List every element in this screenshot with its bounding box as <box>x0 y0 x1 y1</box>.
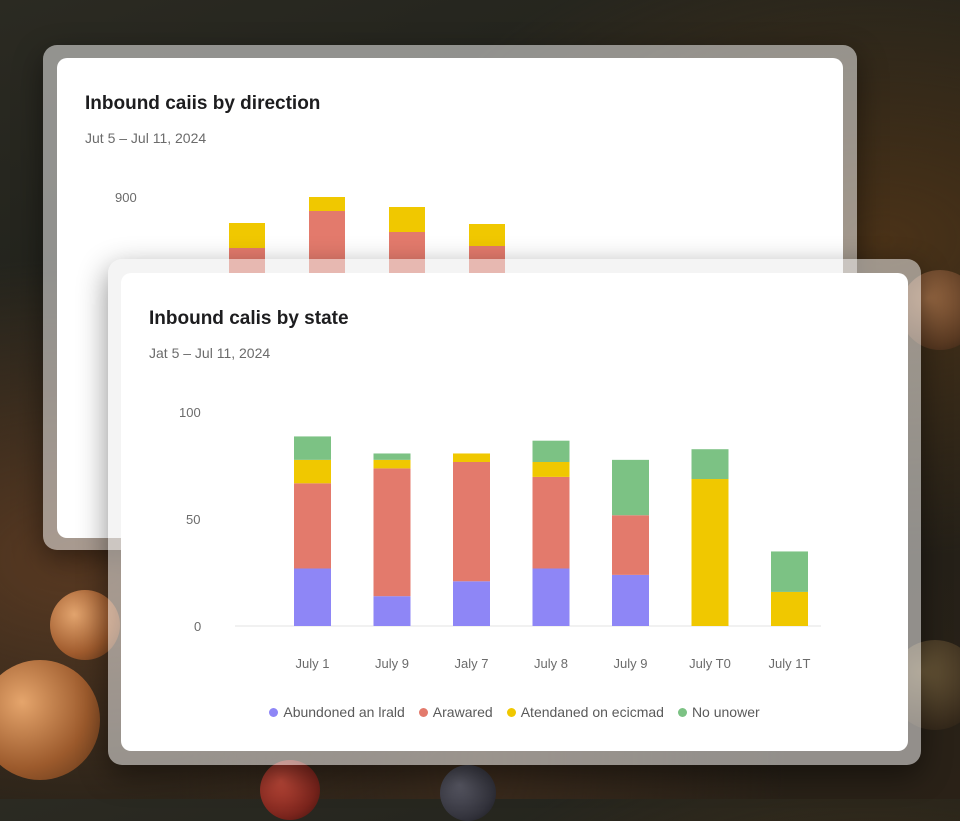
bar-segment[interactable] <box>373 453 411 460</box>
bar-segment[interactable] <box>389 207 425 232</box>
bar-segment[interactable] <box>469 224 505 246</box>
legend-label: Atendaned on ecicmad <box>520 704 664 720</box>
background-fruit <box>260 760 320 820</box>
bar-segment[interactable] <box>373 596 411 626</box>
x-tick-label: July 9 <box>614 656 648 671</box>
front-card-subtitle: Jat 5 – Jul 11, 2024 <box>149 345 271 361</box>
front-card: Inbound calis by state Jat 5 – Jul 11, 2… <box>121 273 908 751</box>
front-card-title: Inbound calis by state <box>149 308 349 329</box>
bar-segment[interactable] <box>294 436 331 460</box>
bar-segment[interactable] <box>309 197 345 211</box>
legend-label: Arawared <box>432 704 493 720</box>
chart-legend: Abundoned an lrald Arawared Atendaned on… <box>121 704 908 720</box>
legend-swatch <box>269 707 279 717</box>
legend-label: Abundoned an lrald <box>283 704 405 720</box>
y-tick-label: 50 <box>186 512 200 527</box>
bar-segment[interactable] <box>373 468 411 597</box>
x-tick-label: July 8 <box>534 656 568 671</box>
x-tick-label: July 9 <box>375 656 409 671</box>
front-chart: 100 50 0 July 1 July 9 Jaly 7 July 8 July 9 J… <box>179 405 821 671</box>
legend-swatch <box>677 707 687 717</box>
bar-segment[interactable] <box>771 551 808 592</box>
x-tick-label: Jaly 7 <box>455 656 489 671</box>
bar-segment[interactable] <box>453 453 490 462</box>
bar-segment[interactable] <box>373 459 411 469</box>
back-y-tick-label: 900 <box>115 190 137 205</box>
legend-item-no-answer[interactable]: No unower <box>677 704 760 720</box>
bar-segment[interactable] <box>691 449 729 480</box>
y-tick-label: 0 <box>194 619 201 634</box>
background-fruit <box>0 660 100 780</box>
legend-item-abandoned[interactable]: Abundoned an lrald <box>269 704 405 720</box>
x-tick-label: July T0 <box>689 656 731 671</box>
x-tick-label: July 1T <box>769 656 811 671</box>
bar-segment[interactable] <box>691 479 729 626</box>
bar-segment[interactable] <box>612 459 649 516</box>
bar-segment[interactable] <box>771 591 808 626</box>
legend-swatch <box>506 707 516 717</box>
bar-segment[interactable] <box>612 574 649 626</box>
bar-segment[interactable] <box>532 440 570 462</box>
bar-segment[interactable] <box>532 461 570 477</box>
bar-segment[interactable] <box>294 459 331 484</box>
background-fruit <box>440 765 496 821</box>
bar-segment[interactable] <box>294 483 331 569</box>
legend-item-answered[interactable]: Arawared <box>418 704 493 720</box>
back-card-title: Inbound caiis by direction <box>85 93 321 114</box>
bar-segment[interactable] <box>453 581 490 626</box>
legend-swatch <box>418 707 428 717</box>
x-tick-label: July 1 <box>296 656 330 671</box>
y-tick-label: 100 <box>179 405 201 420</box>
legend-item-attended[interactable]: Atendaned on ecicmad <box>506 704 664 720</box>
bar-segment[interactable] <box>294 568 331 626</box>
bar-segment[interactable] <box>612 515 649 575</box>
bar-segment[interactable] <box>532 476 570 569</box>
bar-segment[interactable] <box>229 223 265 248</box>
back-card-subtitle: Jut 5 – Jul 11, 2024 <box>85 130 207 146</box>
bar-segment[interactable] <box>453 461 490 582</box>
bar-segment[interactable] <box>532 568 570 626</box>
legend-label: No unower <box>691 704 760 720</box>
